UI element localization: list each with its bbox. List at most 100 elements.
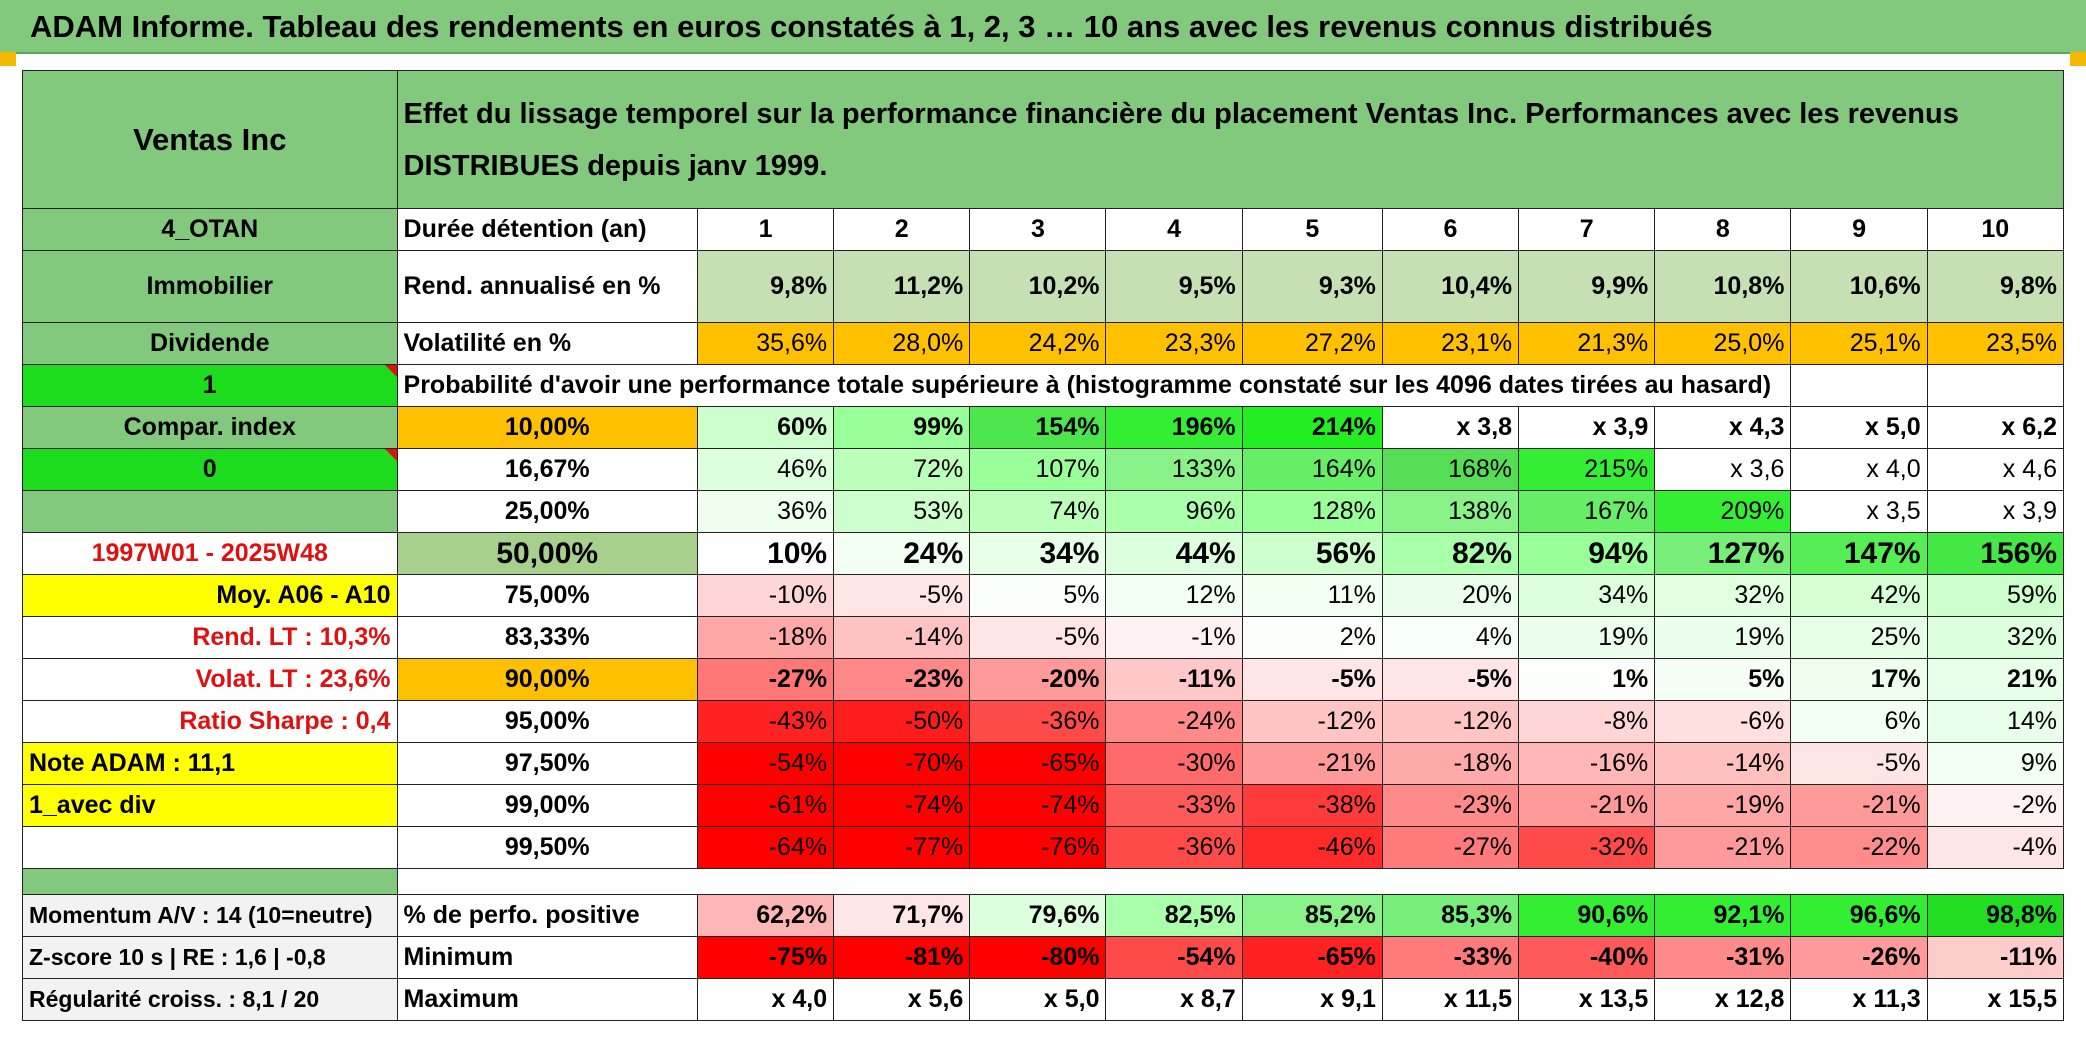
probability-value: 19% [1654,616,1792,659]
bottom-min-value: -33% [1381,936,1520,979]
side-zscore: Z-score 10 s | RE : 1,6 | -0,8 [22,936,398,979]
probability-value: 11% [1241,574,1383,617]
spacer [397,868,2064,895]
probability-value: 5% [969,574,1107,617]
probability-value: 9% [1926,742,2065,785]
probability-value: 74% [969,490,1107,533]
vol-value: 35,6% [696,322,835,365]
probability-value: 168% [1381,448,1520,491]
probability-value: -23% [1381,784,1520,827]
side-sharpe: Ratio Sharpe : 0,4 [22,700,398,743]
probability-value: -38% [1241,784,1383,827]
probability-value: -18% [696,616,835,659]
probability-value: 46% [696,448,835,491]
bottom-positive-value: 85,3% [1381,894,1520,937]
sector-label: Immobilier [22,250,398,323]
bottom-positive-value: 96,6% [1790,894,1928,937]
vol-value: 25,0% [1654,322,1792,365]
probability-value: 6% [1790,700,1928,743]
probability-value: -76% [969,826,1107,869]
probability-value: -14% [833,616,971,659]
probability-value: -54% [696,742,835,785]
rend-value: 9,5% [1105,250,1243,323]
probability-value: -5% [969,616,1107,659]
probability-value: 196% [1105,406,1243,449]
bottom-min-value: -26% [1790,936,1928,979]
probability-value: -21% [1654,826,1792,869]
year-header: 8 [1654,208,1792,251]
probability-value: 42% [1790,574,1928,617]
bottom-positive-value: 92,1% [1654,894,1792,937]
side-flag0: 0 [22,448,398,491]
probability-value: 5% [1654,658,1792,701]
probability-value: 138% [1381,490,1520,533]
probability-value: 128% [1241,490,1383,533]
probability-value: -64% [696,826,835,869]
probability-value: 53% [833,490,971,533]
probability-value: -11% [1105,658,1243,701]
bottom-positive-value: 62,2% [696,894,835,937]
bottom-min-value: -31% [1654,936,1792,979]
probability-value: -33% [1105,784,1243,827]
bottom-min-value: -80% [969,936,1107,979]
probability-threshold: 10,00% [396,406,698,449]
corner-marker [0,52,16,66]
year-header: 2 [833,208,971,251]
rend-value: 9,8% [1926,250,2065,323]
probability-value: 21% [1926,658,2065,701]
probability-value: -50% [833,700,971,743]
flag-one-value: 1 [202,371,217,399]
probability-value: 96% [1105,490,1243,533]
probability-value: -5% [1241,658,1383,701]
probability-value: x 3,5 [1790,490,1928,533]
probability-threshold: 97,50% [396,742,698,785]
probability-value: -65% [969,742,1107,785]
probability-value: 32% [1654,574,1792,617]
year-header: 4 [1105,208,1243,251]
probability-value: 99% [833,406,971,449]
report-title: ADAM Informe. Tableau des rendements en … [0,0,2086,54]
probability-value: 133% [1105,448,1243,491]
probability-value: -22% [1790,826,1928,869]
probability-value: x 6,2 [1926,406,2065,449]
probability-value: -18% [1381,742,1520,785]
probability-value: 147% [1790,532,1928,575]
probability-value: 2% [1241,616,1383,659]
probability-value: 1% [1518,658,1656,701]
probability-value: 94% [1518,532,1656,575]
bottom-max-value: x 11,3 [1790,978,1928,1021]
bottom-positive-value: 85,2% [1241,894,1383,937]
probability-value: -70% [833,742,971,785]
probability-value: -74% [969,784,1107,827]
probability-value: -21% [1790,784,1928,827]
probability-value: 214% [1241,406,1383,449]
probability-value: 167% [1518,490,1656,533]
probability-value: x 4,6 [1926,448,2065,491]
bottom-positive-value: 98,8% [1926,894,2065,937]
probability-value: 32% [1926,616,2065,659]
probability-value: 60% [696,406,835,449]
rend-value: 11,2% [833,250,971,323]
rend-value: 9,3% [1241,250,1383,323]
probability-value: -12% [1241,700,1383,743]
side-moy: Moy. A06 - A10 [22,574,398,617]
probability-value: -4% [1926,826,2065,869]
performance-table: Ventas Inc Effet du lissage temporel sur… [22,70,2065,1021]
probability-value: -8% [1518,700,1656,743]
probability-value: -10% [696,574,835,617]
side-empty [22,490,398,533]
side-period: 1997W01 - 2025W48 [22,532,398,575]
company-name: Ventas Inc [22,70,398,209]
empty-cell [1790,364,1928,407]
probability-value: 20% [1381,574,1520,617]
probability-value: -1% [1105,616,1243,659]
vol-value: 24,2% [969,322,1107,365]
probability-value: -77% [833,826,971,869]
bottom-min-value: -75% [696,936,835,979]
probability-threshold: 99,50% [396,826,698,869]
rend-value: 10,4% [1381,250,1520,323]
probability-value: 19% [1518,616,1656,659]
probability-value: 156% [1926,532,2065,575]
probability-value: 154% [969,406,1107,449]
bottom-max-value: x 5,0 [969,978,1107,1021]
